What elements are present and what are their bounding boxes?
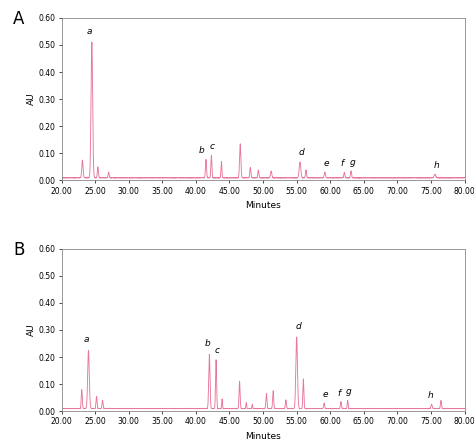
Text: f: f <box>337 389 340 398</box>
Text: e: e <box>323 159 329 168</box>
Y-axis label: AU: AU <box>27 324 36 336</box>
Y-axis label: AU: AU <box>27 93 36 105</box>
Text: d: d <box>299 148 304 157</box>
Text: b: b <box>204 339 210 348</box>
Text: a: a <box>83 335 89 344</box>
Text: h: h <box>433 161 439 170</box>
Text: g: g <box>346 388 352 396</box>
Text: a: a <box>86 27 92 36</box>
Text: f: f <box>340 159 344 168</box>
X-axis label: Minutes: Minutes <box>245 432 281 441</box>
Text: h: h <box>428 392 434 401</box>
Text: e: e <box>323 390 328 399</box>
Text: d: d <box>295 322 301 331</box>
Text: b: b <box>199 146 205 155</box>
Text: B: B <box>13 240 25 258</box>
Text: c: c <box>210 142 215 151</box>
Text: A: A <box>13 10 25 28</box>
X-axis label: Minutes: Minutes <box>245 201 281 210</box>
Text: g: g <box>349 158 355 167</box>
Text: c: c <box>215 346 219 355</box>
